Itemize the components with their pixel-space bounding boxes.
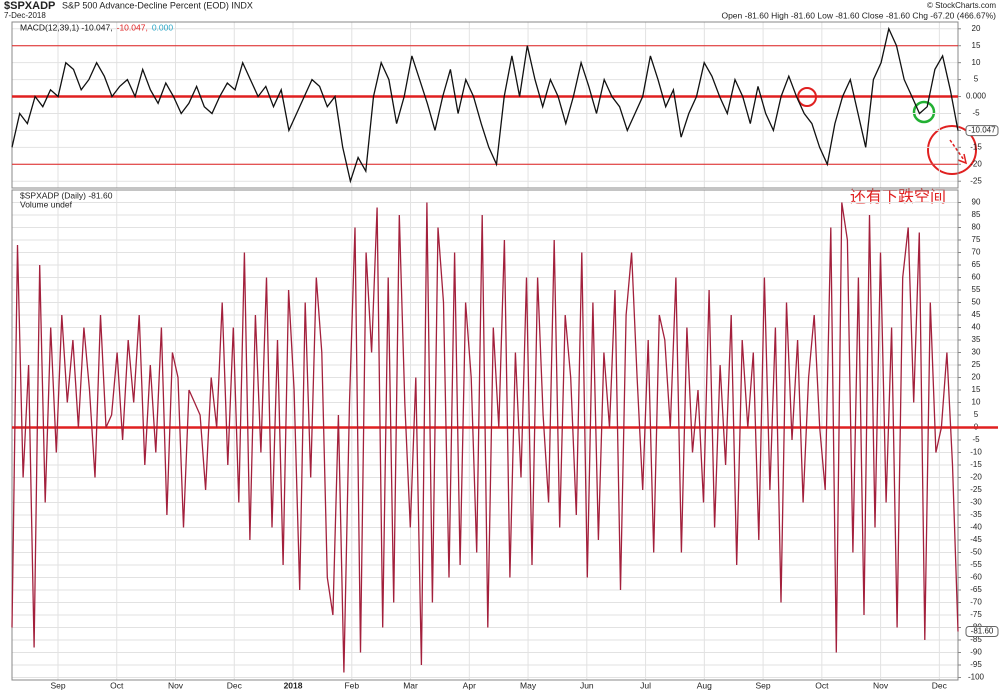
x-tick-label: Jul: [640, 680, 651, 690]
y-tick-label: 15: [972, 41, 981, 50]
data-line: [11, 202, 959, 673]
y-tick-label: -85: [970, 635, 982, 644]
y-tick-label: -25: [970, 485, 982, 494]
value-badge: [965, 626, 999, 637]
y-tick-label: -50: [970, 548, 982, 557]
legend-entry: -10.047,: [117, 22, 148, 32]
y-tick-label: -55: [970, 560, 982, 569]
y-tick-label: 5: [974, 75, 979, 84]
y-tick-label: 45: [972, 310, 981, 319]
circle-marker: [912, 100, 936, 124]
y-tick-label: -100: [968, 673, 985, 682]
panel-frame: [11, 189, 959, 681]
y-tick-label: 20: [972, 373, 981, 382]
y-tick-label: 80: [972, 223, 981, 232]
y-tick-label: -15: [970, 142, 982, 151]
y-tick-label: 70: [972, 248, 981, 257]
x-tick-label: Nov: [168, 680, 184, 690]
y-tick-label: 90: [972, 198, 981, 207]
y-tick-label: 50: [972, 298, 981, 307]
x-tick-label: Feb: [344, 680, 359, 690]
y-tick-label: -5: [972, 435, 980, 444]
annotation: 还有下跌空间: [850, 188, 946, 206]
legend-entry: 0.000: [152, 22, 174, 32]
x-tick-label: Sep: [756, 680, 771, 690]
arrow: [949, 139, 965, 161]
x-tick-label: Apr: [463, 680, 476, 690]
circle-marker: [927, 125, 977, 175]
x-tick-label: Dec: [932, 680, 948, 690]
x-tick-label: May: [520, 680, 537, 690]
y-tick-label: -95: [970, 660, 982, 669]
y-tick-label: 35: [972, 335, 981, 344]
date: 7-Dec-2018: [4, 11, 46, 20]
x-tick-label: Oct: [110, 680, 124, 690]
y-tick-label: -5: [972, 109, 980, 118]
x-tick-label: Dec: [227, 680, 243, 690]
legend-entry: Volume undef: [20, 199, 73, 209]
y-tick-label: 30: [972, 348, 981, 357]
y-tick-label: 75: [972, 235, 981, 244]
x-tick-label: Aug: [697, 680, 712, 690]
x-tick-label: Sep: [50, 680, 65, 690]
x-tick-label: Oct: [815, 680, 829, 690]
y-tick-label: -20: [970, 159, 982, 168]
x-tick-label: Nov: [873, 680, 889, 690]
y-tick-label: -70: [970, 598, 982, 607]
y-tick-label: -15: [970, 460, 982, 469]
legend-entry: MACD(12,39,1) -10.047,: [20, 22, 113, 32]
y-tick-label: -75: [970, 610, 982, 619]
y-tick-label: -25: [970, 176, 982, 185]
source: © StockCharts.com: [927, 1, 996, 10]
y-tick-label: 15: [972, 385, 981, 394]
value-badge-label: -10.047: [968, 126, 996, 135]
y-tick-label: -90: [970, 648, 982, 657]
y-tick-label: -45: [970, 535, 982, 544]
y-tick-label: -65: [970, 585, 982, 594]
symbol: $SPXADP: [4, 0, 55, 12]
y-tick-label: 85: [972, 210, 981, 219]
y-tick-label: -40: [970, 523, 982, 532]
arrow-head: [957, 153, 968, 165]
quote: Open -81.60 High -81.60 Low -81.60 Close…: [721, 10, 996, 20]
y-tick-label: 10: [972, 398, 981, 407]
y-tick-label: 65: [972, 260, 981, 269]
y-tick-label: -30: [970, 498, 982, 507]
y-tick-label: 25: [972, 360, 981, 369]
x-tick-label: Jun: [580, 680, 594, 690]
y-tick-label: 60: [972, 273, 981, 282]
data-line: [11, 26, 959, 184]
y-tick-label: 20: [972, 24, 981, 33]
value-badge-label: -81.60: [971, 627, 994, 636]
chart-title: S&P 500 Advance-Decline Percent (EOD) IN…: [62, 0, 253, 10]
x-tick-label: Mar: [403, 680, 418, 690]
y-tick-label: -60: [970, 573, 982, 582]
x-tick-label: 2018: [284, 680, 303, 690]
y-tick-label: 5: [974, 410, 979, 419]
y-tick-label: -10: [970, 448, 982, 457]
y-tick-label: 10: [972, 58, 981, 67]
y-tick-label: 0.000: [966, 92, 987, 101]
legend-entry: $SPXADP (Daily) -81.60: [20, 190, 113, 200]
y-tick-label: 55: [972, 285, 981, 294]
y-tick-label: -20: [970, 473, 982, 482]
y-tick-label: 40: [972, 323, 981, 332]
panel-frame: [11, 21, 959, 189]
value-badge: [965, 125, 999, 137]
y-tick-label: -35: [970, 510, 982, 519]
